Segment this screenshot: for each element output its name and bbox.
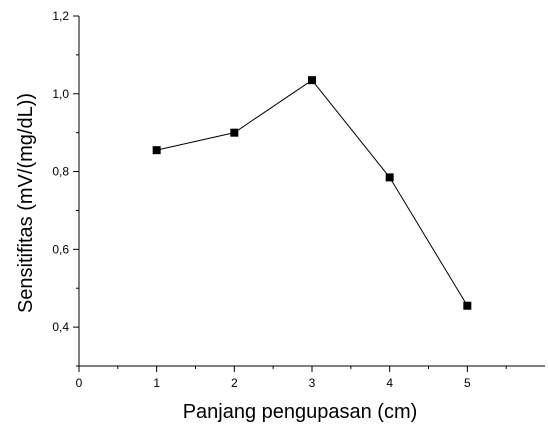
- y-tick-label: 0,6: [52, 242, 69, 256]
- axes: [78, 16, 545, 367]
- x-tick-label: 2: [231, 376, 238, 390]
- x-tick-label: 1: [153, 376, 160, 390]
- data-point: [463, 301, 472, 310]
- x-tick-label: 0: [76, 376, 83, 390]
- data-point: [230, 128, 239, 137]
- x-axis-title: Panjang pengupasan (cm): [183, 401, 418, 423]
- series-line: [156, 79, 468, 306]
- x-tick-label: 5: [464, 376, 471, 390]
- data-point: [152, 146, 161, 155]
- x-tick-label: 4: [386, 376, 393, 390]
- data-point: [385, 173, 394, 182]
- y-axis-title: Sensitifitas (mV/(mg/dL)): [15, 93, 37, 313]
- y-tick-label: 0,4: [52, 320, 69, 334]
- ticks: 0 1 2 3 4 5 0,4 0,6 0,8 1,0 1,2: [52, 9, 507, 390]
- y-tick-label: 1,2: [52, 9, 69, 23]
- y-tick-label: 1,0: [52, 87, 69, 101]
- x-tick-label: 3: [309, 376, 316, 390]
- data-point: [308, 76, 316, 85]
- series-layer: [152, 76, 472, 310]
- y-tick-label: 0,8: [52, 165, 69, 179]
